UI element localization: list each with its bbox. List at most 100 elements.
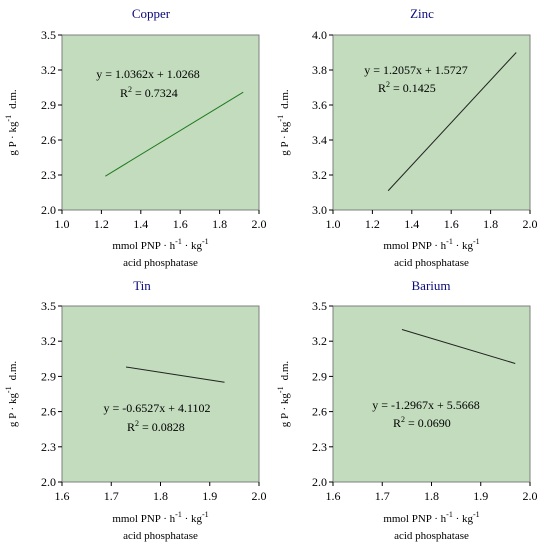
y-axis-label-sup: -1 [4,115,13,122]
y-axis-label-tail: d.m. [279,361,291,381]
regression-equation: y = 1.0362x + 1.0268 [96,67,200,81]
y-axis-label: g P · kg-1 d.m. [4,361,19,428]
x-tick-label: 2.0 [523,489,538,503]
r-squared-symbol: R [127,420,135,434]
plot-area [332,34,531,211]
x-tick-label: 1.0 [326,217,341,231]
regression-equation: y = -1.2967x + 5.5668 [372,398,480,412]
plot-area [332,305,531,483]
plot-area [61,34,260,211]
x-axis-label: mmol PNP · h-1 · kg-1 [112,510,208,525]
regression-equation: y = -0.6527x + 4.1102 [103,401,210,415]
y-tick-label: 2.0 [41,475,56,489]
trend-line [105,91,244,177]
y-tick-label: 3.6 [312,98,327,112]
y-axis-label-main: g P · kg [279,121,291,156]
y-axis-label-main: g P · kg [7,393,19,428]
x-tick-label: 1.4 [133,217,148,231]
r-squared: R2 = 0.7324 [120,85,178,100]
x-axis-sublabel: acid phosphatase [394,530,469,542]
y-axis-label-main: g P · kg [7,121,19,156]
trend-line [387,52,517,192]
y-axis-label: g P · kg-1 d.m. [276,89,291,156]
r-squared-symbol: R [378,81,386,95]
trend-line [401,328,516,364]
y-tick-label: 3.5 [312,299,327,313]
r-squared-superscript: 2 [128,85,132,94]
y-tick-label: 2.9 [41,369,56,383]
r-squared-symbol: R [393,416,401,430]
x-tick-label: 1.9 [473,489,488,503]
x-axis-label-sup: -1 [473,510,480,519]
r-squared: R2 = 0.1425 [378,80,436,95]
y-tick-label: 2.6 [41,405,56,419]
y-tick-label: 2.6 [312,405,327,419]
y-tick-label: 3.2 [41,63,56,77]
chart-panel-zinc: Zinc 3.0 3.2 3.4 3.6 3.8 4.0 1.0 1.2 1.4 1.6 1.8 2.0… [276,6,538,269]
y-tick-label: 2.3 [41,440,56,454]
x-axis-label-mid: · kg [182,513,203,525]
x-tick-label: 1.6 [326,489,341,503]
y-tick-label: 3.2 [312,168,327,182]
x-tick-label: 1.7 [104,489,119,503]
y-axis-label-main: g P · kg [279,393,291,428]
y-tick-label: 2.9 [41,98,56,112]
x-axis-sublabel: acid phosphatase [123,257,198,269]
y-tick-label: 2.0 [312,475,327,489]
x-axis-label-main: mmol PNP · h [383,513,446,525]
x-axis-label-mid: · kg [453,240,474,252]
x-axis-sublabel: acid phosphatase [123,530,198,542]
y-tick-label: 2.0 [41,203,56,217]
x-tick-label: 1.2 [94,217,109,231]
x-tick-label: 2.0 [252,489,267,503]
chart-title: Tin [133,278,151,293]
chart-panel-tin: Tin 2.0 2.3 2.6 2.9 3.2 3.5 1.6 1.7 1.8 1.9 2.0 y = … [4,278,267,542]
x-tick-label: 1.8 [212,217,227,231]
r-squared: R2 = 0.0690 [393,415,451,430]
chart-title: Copper [132,6,171,21]
r-squared-superscript: 2 [401,415,405,424]
r-squared-superscript: 2 [135,419,139,428]
x-axis-label: mmol PNP · h-1 · kg-1 [112,237,208,252]
x-axis-label-mid: · kg [182,240,203,252]
x-axis-label-sup: -1 [175,237,182,246]
x-axis-label-main: mmol PNP · h [112,513,175,525]
y-axis-label-tail: d.m. [7,361,19,381]
x-tick-label: 1.8 [483,217,498,231]
r-squared-value: = 0.7324 [132,86,178,100]
r-squared-superscript: 2 [386,80,390,89]
x-tick-label: 1.8 [153,489,168,503]
y-axis-label-sup: -1 [276,115,285,122]
trend-line [125,366,225,383]
r-squared-symbol: R [120,86,128,100]
x-axis-label-main: mmol PNP · h [383,240,446,252]
x-axis-label-sup: -1 [473,237,480,246]
regression-equation: y = 1.2057x + 1.5727 [364,63,468,77]
y-axis-label: g P · kg-1 d.m. [4,89,19,156]
chart-panel-copper: Copper 2.0 2.3 2.6 2.9 3.2 3.5 1.0 1.2 1.4 1.6 1.8 2… [4,6,267,269]
x-tick-label: 1.6 [55,489,70,503]
y-tick-label: 2.3 [41,168,56,182]
x-tick-label: 1.8 [424,489,439,503]
x-tick-label: 2.0 [252,217,267,231]
y-tick-label: 3.8 [312,63,327,77]
y-tick-label: 2.3 [312,440,327,454]
x-tick-label: 1.0 [55,217,70,231]
x-axis-label-sup: -1 [202,237,209,246]
x-axis-label: mmol PNP · h-1 · kg-1 [383,510,479,525]
x-axis-label-sup: -1 [202,510,209,519]
x-tick-label: 1.7 [375,489,390,503]
x-tick-label: 1.2 [365,217,380,231]
x-tick-label: 1.6 [173,217,188,231]
x-axis-label-main: mmol PNP · h [112,240,175,252]
x-axis-label-mid: · kg [453,513,474,525]
chart-title: Zinc [410,6,434,21]
x-tick-label: 2.0 [523,217,538,231]
y-tick-label: 2.9 [312,369,327,383]
r-squared-value: = 0.0690 [405,416,451,430]
x-axis-label-sup: -1 [175,510,182,519]
y-tick-label: 2.6 [41,133,56,147]
y-axis-label-tail: d.m. [7,89,19,109]
y-tick-label: 4.0 [312,28,327,42]
